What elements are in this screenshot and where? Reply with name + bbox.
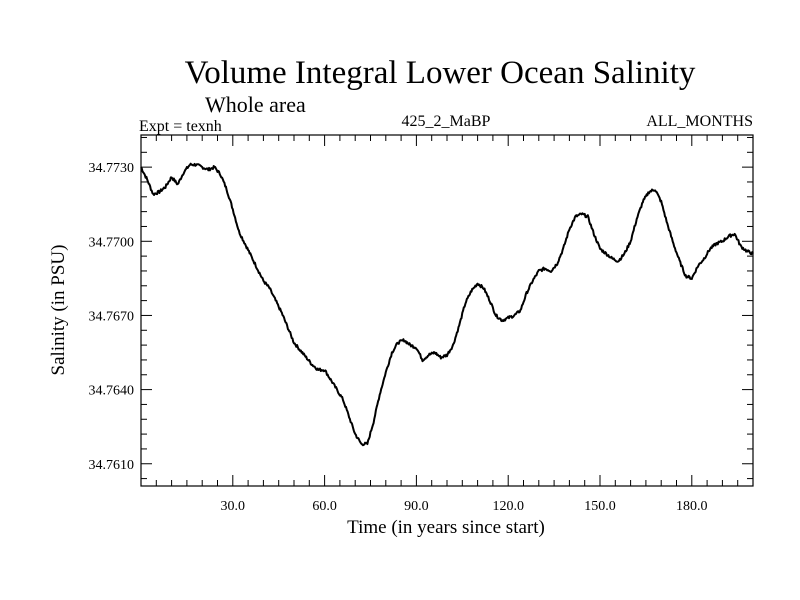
y-tick-label: 34.7610 bbox=[89, 458, 135, 473]
y-tick-label: 34.7670 bbox=[89, 309, 135, 324]
x-tick-label: 120.0 bbox=[492, 499, 524, 514]
salinity-series-line bbox=[140, 162, 754, 447]
y-tick-label: 34.7730 bbox=[89, 161, 135, 176]
chart-title: Volume Integral Lower Ocean Salinity bbox=[185, 55, 696, 91]
x-axis-label: Time (in years since start) bbox=[347, 517, 545, 538]
plot-frame bbox=[140, 134, 754, 487]
x-tick-label: 90.0 bbox=[404, 499, 429, 514]
experiment-label: Expt = texnh bbox=[139, 118, 222, 135]
chart-subtitle: Whole area bbox=[205, 92, 306, 117]
x-tick-label: 30.0 bbox=[221, 499, 246, 514]
axis-ticks bbox=[141, 135, 753, 486]
x-tick-label: 180.0 bbox=[676, 499, 708, 514]
y-tick-label: 34.7640 bbox=[89, 384, 135, 399]
axis-tick-labels: 30.0 60.0 90.0 120.0 150.0 180.0 34.7610 34.764… bbox=[89, 161, 708, 514]
x-tick-label: 60.0 bbox=[312, 499, 337, 514]
run-label: 425_2_MaBP bbox=[402, 113, 491, 130]
months-label: ALL_MONTHS bbox=[646, 113, 753, 130]
y-axis-label: Salinity (in PSU) bbox=[48, 245, 69, 376]
y-tick-label: 34.7700 bbox=[89, 235, 135, 250]
x-tick-label: 150.0 bbox=[584, 499, 616, 514]
